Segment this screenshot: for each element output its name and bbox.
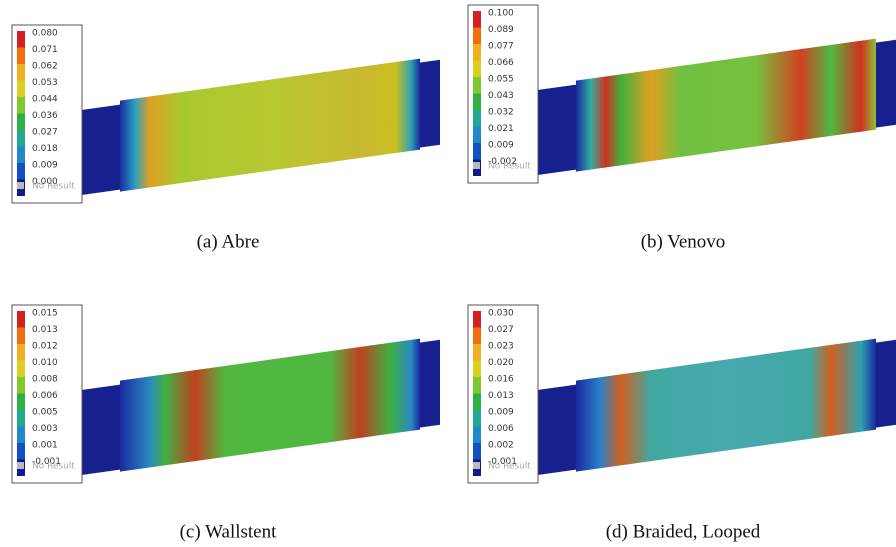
legend-label: 0.089 [488, 25, 514, 35]
legend-label: 0.016 [488, 375, 514, 385]
legend-label: 0.036 [32, 111, 58, 121]
legend-label: 0.015 [32, 309, 58, 319]
caption: (d) Braided, Looped [606, 521, 761, 542]
legend-label: 0.023 [488, 342, 514, 352]
legend-swatch [17, 328, 25, 345]
legend-label: 0.005 [32, 408, 58, 418]
legend-label: 0.062 [32, 62, 58, 72]
legend-label: 0.009 [488, 141, 514, 151]
legend-swatch [17, 114, 25, 131]
legend-label: 0.006 [488, 424, 514, 434]
legend-label: 0.066 [488, 58, 514, 68]
legend-swatch [473, 394, 481, 411]
legend-swatch [17, 377, 25, 394]
legend-swatch [473, 11, 481, 28]
legend-label: No Result [32, 182, 75, 192]
legend-label: 0.053 [32, 78, 58, 88]
no-result-swatch [473, 462, 480, 469]
legend-label: 0.044 [32, 95, 58, 105]
legend-swatch [17, 147, 25, 164]
legend-label: 0.027 [488, 325, 514, 335]
legend-label: 0.013 [32, 325, 58, 335]
legend-label: No Result [488, 462, 531, 472]
stent-region [120, 339, 420, 472]
legend-label: 0.077 [488, 42, 514, 52]
figure: (a) Abre (b) Venovo (c) Wallstent (d) Br… [0, 0, 896, 547]
legend-label: 0.027 [32, 128, 58, 138]
no-result-swatch [473, 162, 480, 169]
no-result-swatch [17, 462, 24, 469]
legend-label: 0.043 [488, 91, 514, 101]
legend-swatch [17, 427, 25, 444]
legend-label: 0.100 [488, 9, 514, 19]
legend-swatch [473, 311, 481, 328]
caption: (a) Abre [197, 231, 260, 252]
panel: 0.015 0.013 0.012 0.010 0.008 0.006 0.005 0.003… [12, 305, 440, 483]
panel: 0.030 0.027 0.023 0.020 0.016 0.013 0.009 0.006… [468, 305, 896, 483]
legend-swatch [17, 130, 25, 147]
caption: (b) Venovo [641, 231, 726, 252]
legend-label: 0.080 [32, 29, 58, 39]
legend-swatch [17, 48, 25, 65]
legend-swatch [17, 443, 25, 460]
legend-swatch [17, 410, 25, 427]
legend: 0.030 0.027 0.023 0.020 0.016 0.013 0.009 0.006… [468, 305, 538, 483]
legend-swatch [473, 94, 481, 111]
legend-swatch [17, 31, 25, 48]
legend-label: 0.021 [488, 124, 514, 134]
legend-label: 0.071 [32, 45, 58, 55]
legend-label: 0.002 [488, 441, 514, 451]
legend-swatch [473, 44, 481, 61]
stent-region [576, 39, 876, 172]
legend-swatch [473, 61, 481, 78]
legend-swatch [473, 127, 481, 144]
legend-label: 0.006 [32, 391, 58, 401]
legend-label: 0.001 [32, 441, 58, 451]
legend-swatch [473, 143, 481, 160]
stent-region [120, 59, 420, 192]
legend-swatch [17, 344, 25, 361]
panel: 0.100 0.089 0.077 0.066 0.055 0.043 0.032 0.021… [468, 5, 896, 183]
legend-swatch [17, 64, 25, 81]
legend-label: No Result [32, 462, 75, 472]
legend-swatch [17, 163, 25, 180]
no-result-swatch [17, 182, 24, 189]
legend-label: 0.013 [488, 391, 514, 401]
legend-label: 0.008 [32, 375, 58, 385]
legend-label: 0.030 [488, 309, 514, 319]
legend: 0.015 0.013 0.012 0.010 0.008 0.006 0.005 0.003… [12, 305, 82, 483]
legend-swatch [473, 377, 481, 394]
caption: (c) Wallstent [180, 521, 278, 542]
panel: 0.080 0.071 0.062 0.053 0.044 0.036 0.027 0.018… [12, 25, 440, 203]
legend: 0.100 0.089 0.077 0.066 0.055 0.043 0.032 0.021… [468, 5, 538, 183]
legend-label: 0.009 [32, 161, 58, 171]
legend-swatch [473, 361, 481, 378]
legend-label: 0.003 [32, 424, 58, 434]
legend-swatch [473, 427, 481, 444]
legend-swatch [17, 311, 25, 328]
legend-swatch [17, 81, 25, 98]
legend-swatch [17, 97, 25, 114]
legend-label: 0.012 [32, 342, 58, 352]
legend-swatch [473, 110, 481, 127]
legend-label: 0.032 [488, 108, 514, 118]
legend-swatch [473, 328, 481, 345]
legend-label: 0.055 [488, 75, 514, 85]
legend-swatch [17, 394, 25, 411]
legend-label: No Result [488, 162, 531, 172]
legend-swatch [473, 443, 481, 460]
legend-label: 0.018 [32, 144, 58, 154]
legend-label: 0.010 [32, 358, 58, 368]
legend-swatch [473, 77, 481, 94]
legend-swatch [17, 361, 25, 378]
legend: 0.080 0.071 0.062 0.053 0.044 0.036 0.027 0.018… [12, 25, 82, 203]
legend-swatch [473, 344, 481, 361]
legend-swatch [473, 410, 481, 427]
stent-region [576, 339, 876, 472]
legend-label: 0.020 [488, 358, 514, 368]
legend-swatch [473, 28, 481, 45]
legend-label: 0.009 [488, 408, 514, 418]
